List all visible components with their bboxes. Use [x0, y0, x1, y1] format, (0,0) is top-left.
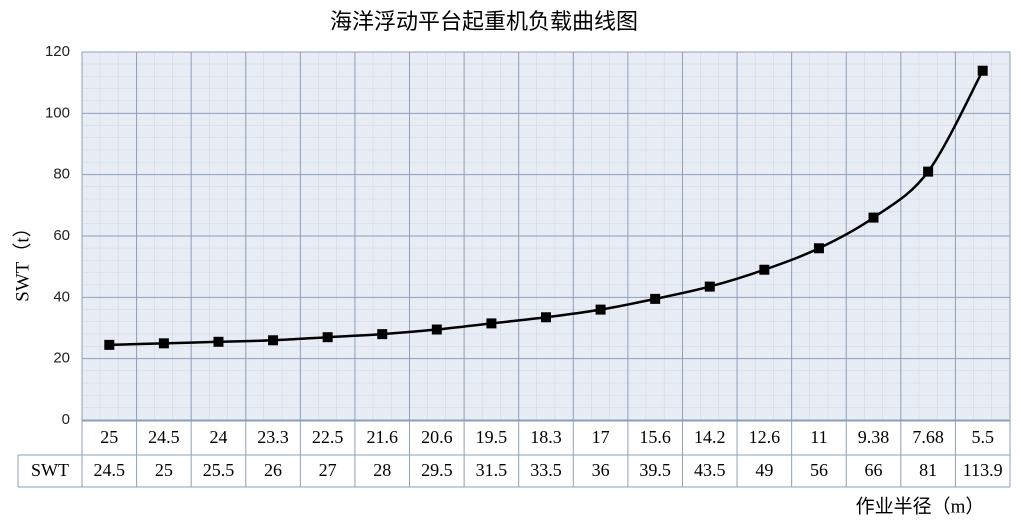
x-tick-label: 7.68	[912, 427, 944, 447]
table-value: 39.5	[639, 460, 671, 480]
marker	[322, 332, 333, 343]
x-tick-label: 21.6	[366, 427, 398, 447]
table-value: 27	[319, 460, 337, 480]
table-value: 26	[264, 460, 282, 480]
x-tick-label: 14.2	[694, 427, 726, 447]
y-tick-label: 100	[45, 104, 70, 121]
x-tick-label: 5.5	[971, 427, 994, 447]
plot-border	[81, 51, 1011, 421]
table-value: 66	[865, 460, 883, 480]
x-tick-label: 24.5	[148, 427, 180, 447]
table-series-name: SWT	[31, 460, 69, 480]
table-value: 25	[155, 460, 173, 480]
table-value: 28	[373, 460, 391, 480]
y-tick-label: 60	[53, 227, 70, 244]
x-axis-label: 作业半径（m）	[856, 495, 985, 517]
marker	[977, 65, 988, 76]
marker	[377, 329, 388, 340]
x-tick-label: 19.5	[476, 427, 508, 447]
table-value: 81	[919, 460, 937, 480]
y-tick-label: 40	[53, 288, 70, 305]
table-value: 113.9	[963, 460, 1003, 480]
x-tick-label: 20.6	[421, 427, 453, 447]
x-tick-label: 9.38	[858, 427, 890, 447]
marker	[704, 281, 715, 292]
table-value: 43.5	[694, 460, 726, 480]
y-tick-label: 120	[45, 43, 70, 60]
x-tick-label: 18.3	[530, 427, 562, 447]
y-tick-label: 0	[62, 411, 70, 428]
y-tick-label: 20	[53, 350, 70, 367]
table-value: 33.5	[530, 460, 562, 480]
table-value: 36	[592, 460, 610, 480]
x-tick-label: 22.5	[312, 427, 344, 447]
x-tick-label: 25	[100, 427, 118, 447]
table-value: 56	[810, 460, 828, 480]
table-value: 25.5	[203, 460, 235, 480]
marker	[813, 243, 824, 254]
x-tick-label: 12.6	[749, 427, 781, 447]
marker	[595, 304, 606, 315]
marker	[486, 318, 497, 329]
marker	[923, 166, 934, 177]
x-tick-label: 17	[592, 427, 610, 447]
y-axis-label: SWT（t）	[11, 218, 33, 301]
table-value: 49	[755, 460, 773, 480]
marker	[431, 324, 442, 335]
series-line	[109, 70, 984, 347]
table-value: 31.5	[476, 460, 508, 480]
x-tick-label: 11	[810, 427, 827, 447]
table-value: 24.5	[94, 460, 126, 480]
marker	[759, 264, 770, 275]
table-value: 29.5	[421, 460, 453, 480]
marker	[213, 336, 224, 347]
marker	[650, 293, 661, 304]
marker	[541, 312, 551, 323]
marker	[158, 338, 169, 349]
y-tick-label: 80	[53, 166, 70, 183]
x-tick-label: 24	[209, 427, 227, 447]
marker	[868, 212, 879, 223]
x-tick-label: 23.3	[257, 427, 289, 447]
chart-title: 海洋浮动平台起重机负载曲线图	[330, 9, 638, 34]
marker	[268, 335, 279, 346]
marker	[104, 339, 115, 350]
x-tick-label: 15.6	[639, 427, 671, 447]
